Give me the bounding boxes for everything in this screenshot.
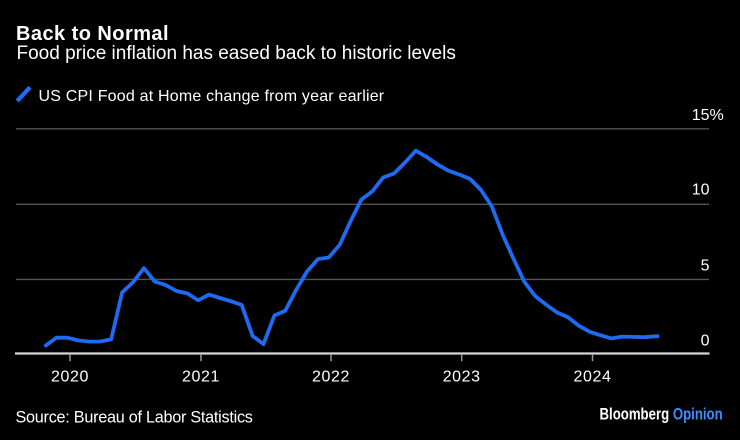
svg-text:Back to Normal: Back to Normal (16, 23, 169, 45)
svg-text:Source: Bureau of Labor Statis: Source: Bureau of Labor Statistics (16, 408, 253, 426)
svg-text:2023: 2023 (443, 369, 481, 386)
svg-text:US CPI Food at Home change fro: US CPI Food at Home change from year ear… (39, 88, 385, 105)
svg-text:5: 5 (701, 257, 710, 274)
svg-text:2022: 2022 (312, 369, 350, 386)
svg-text:0: 0 (701, 332, 710, 349)
svg-text:%: % (710, 107, 724, 124)
svg-text:10: 10 (692, 181, 710, 198)
svg-text:Food price inflation has eased: Food price inflation has eased back to h… (17, 43, 456, 64)
svg-text:Bloomberg Opinion: Bloomberg Opinion (600, 405, 723, 424)
svg-text:15: 15 (692, 107, 710, 124)
svg-text:2021: 2021 (182, 369, 220, 386)
svg-text:2020: 2020 (51, 369, 89, 386)
svg-text:2024: 2024 (574, 369, 612, 386)
